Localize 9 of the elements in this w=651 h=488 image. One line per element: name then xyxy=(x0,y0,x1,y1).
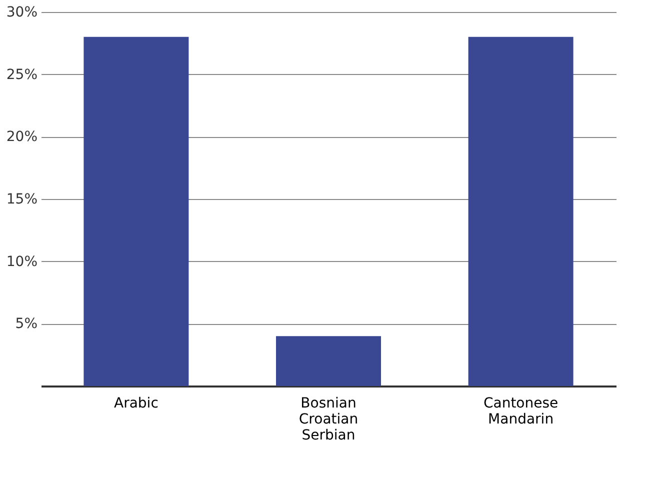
x-tick-label: Cantonese Mandarin xyxy=(483,396,558,428)
y-tick-label: 10% xyxy=(6,254,38,270)
y-tick-label: 30% xyxy=(6,4,38,20)
y-tick-label: 15% xyxy=(6,192,38,208)
x-tick-label: Bosnian Croatian Serbian xyxy=(298,396,358,444)
y-tick-label: 20% xyxy=(6,129,38,146)
y-tick-label: 25% xyxy=(6,66,38,83)
y-tick-label: 5% xyxy=(15,316,38,332)
x-tick-label: Arabic xyxy=(114,396,158,412)
